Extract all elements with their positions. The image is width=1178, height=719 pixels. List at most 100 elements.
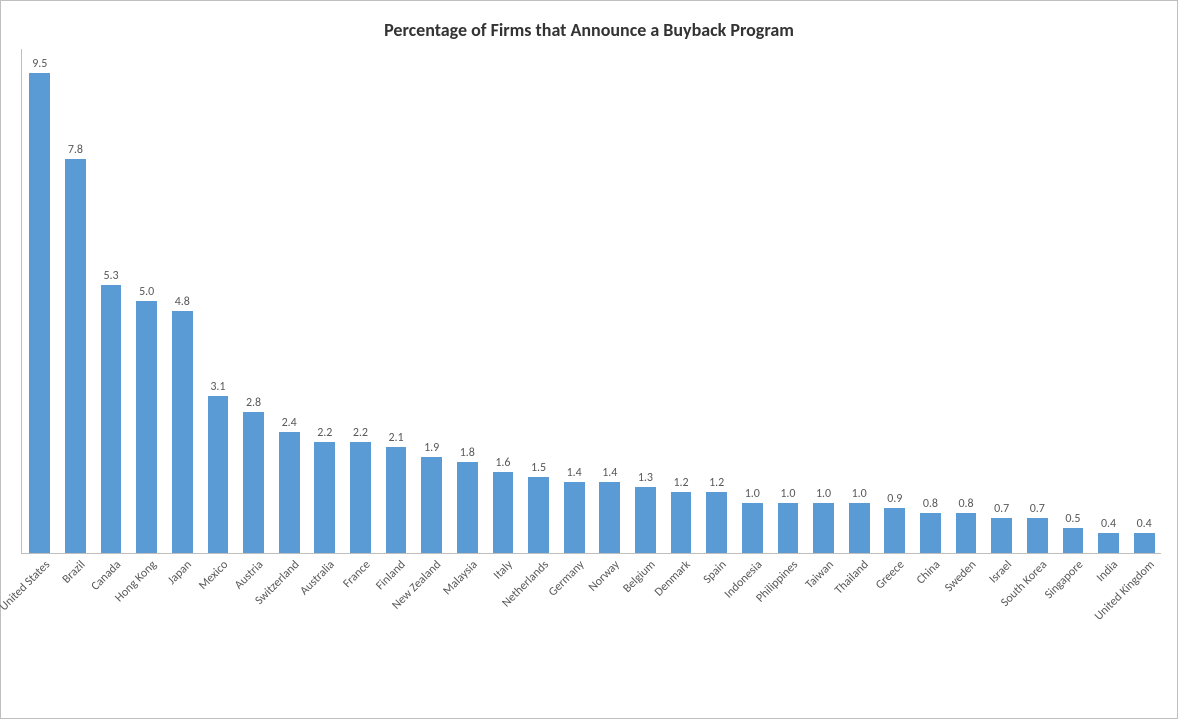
x-axis-label: Sweden (942, 558, 979, 595)
bar-value-label: 1.4 (602, 467, 617, 479)
bar-value-label: 2.2 (317, 427, 332, 439)
bar: 1.6 (493, 457, 514, 553)
bar: 2.1 (386, 432, 407, 553)
bar-rect (386, 447, 407, 553)
bar-rect (813, 503, 834, 554)
x-axis: United StatesBrazilCanadaHong KongJapanM… (21, 554, 1161, 684)
bar-value-label: 2.1 (388, 432, 403, 444)
bar-value-label: 1.5 (531, 462, 546, 474)
x-axis-label: Brazil (60, 558, 89, 587)
bar-value-label: 2.2 (353, 427, 368, 439)
bar-value-label: 5.3 (103, 270, 118, 282)
bar-value-label: 1.2 (673, 477, 688, 489)
bar-value-label: 1.3 (638, 472, 653, 484)
bar-rect (635, 487, 656, 553)
bar-rect (314, 442, 335, 553)
plot-area: 9.5 7.8 5.3 5.0 4.8 3.1 2.8 2.4 2.2 2.2 2.1 1.9 1.8 1… (21, 49, 1161, 554)
bar-rect (599, 482, 620, 553)
bar: 1.2 (706, 477, 727, 553)
bar-rect (742, 503, 763, 554)
x-axis-label: Japan (166, 558, 196, 588)
bar: 0.4 (1098, 518, 1119, 553)
bar: 0.5 (1063, 513, 1084, 553)
bar: 1.3 (635, 472, 656, 553)
bar-value-label: 1.4 (567, 467, 582, 479)
bar: 0.4 (1134, 518, 1155, 553)
bar-value-label: 1.0 (852, 488, 867, 500)
bar-value-label: 0.7 (1030, 503, 1045, 515)
bar-rect (778, 503, 799, 554)
x-axis-label: Thailand (833, 558, 872, 597)
bar-rect (706, 492, 727, 553)
bar: 7.8 (65, 144, 86, 553)
bar-rect (208, 396, 229, 553)
bar-rect (457, 462, 478, 553)
bar: 4.8 (172, 296, 193, 553)
x-axis-label: Spain (701, 558, 730, 587)
bar-rect (29, 73, 50, 553)
bar-rect (1063, 528, 1084, 553)
bar-value-label: 2.4 (282, 417, 297, 429)
bar: 1.9 (421, 442, 442, 553)
bar-rect (671, 492, 692, 553)
bar-rect (65, 159, 86, 553)
x-axis-label: Australia (298, 558, 338, 598)
chart-container: Percentage of Firms that Announce a Buyb… (0, 0, 1178, 719)
bar-value-label: 0.9 (887, 493, 902, 505)
bar-value-label: 9.5 (32, 58, 47, 70)
bar: 1.4 (564, 467, 585, 553)
bar: 2.4 (279, 417, 300, 553)
bar-value-label: 0.5 (1065, 513, 1080, 525)
bar-rect (421, 457, 442, 553)
bar: 0.7 (1027, 503, 1048, 553)
bar-value-label: 0.4 (1137, 518, 1152, 530)
bar: 0.7 (991, 503, 1012, 553)
bar-rect (243, 412, 264, 553)
bar-value-label: 1.6 (495, 457, 510, 469)
x-axis-label: China (914, 558, 943, 587)
bar-rect (1134, 533, 1155, 553)
bar-value-label: 0.7 (994, 503, 1009, 515)
bar: 0.9 (884, 493, 905, 553)
bar-value-label: 1.2 (709, 477, 724, 489)
x-axis-label: Austria (232, 558, 266, 592)
bar: 1.0 (778, 488, 799, 554)
bar: 1.0 (849, 488, 870, 554)
bar-rect (493, 472, 514, 553)
bar-value-label: 1.0 (780, 488, 795, 500)
bar: 9.5 (29, 58, 50, 553)
bar-rect (350, 442, 371, 553)
bar-rect (136, 301, 157, 554)
bar: 1.0 (813, 488, 834, 554)
bar-value-label: 7.8 (68, 144, 83, 156)
bar: 5.3 (101, 270, 122, 553)
bar: 2.2 (350, 427, 371, 553)
bar-value-label: 0.4 (1101, 518, 1116, 530)
plot-wrap: 9.5 7.8 5.3 5.0 4.8 3.1 2.8 2.4 2.2 2.2 2.1 1.9 1.8 1… (21, 49, 1161, 684)
x-axis-label: Mexico (196, 558, 231, 593)
bar-rect (528, 477, 549, 553)
bar-rect (1098, 533, 1119, 553)
bar: 3.1 (208, 381, 229, 553)
bar-rect (920, 513, 941, 553)
bar-rect (172, 311, 193, 553)
bar-rect (884, 508, 905, 553)
bar-value-label: 0.8 (923, 498, 938, 510)
bar-value-label: 0.8 (958, 498, 973, 510)
bar-value-label: 1.0 (745, 488, 760, 500)
x-axis-label: Malaysia (440, 558, 480, 598)
chart-title: Percentage of Firms that Announce a Buyb… (13, 19, 1165, 41)
x-axis-label: France (340, 558, 373, 591)
bar-value-label: 2.8 (246, 397, 261, 409)
bar: 5.0 (136, 286, 157, 554)
bar-rect (279, 432, 300, 553)
x-axis-label: India (1094, 558, 1121, 585)
bar: 2.2 (314, 427, 335, 553)
x-axis-label: Greece (873, 558, 907, 592)
x-axis-label: United States (0, 558, 53, 614)
x-axis-label: Singapore (1042, 558, 1086, 602)
x-axis-label: Norway (586, 558, 623, 595)
bar-value-label: 1.8 (460, 447, 475, 459)
bar: 1.4 (599, 467, 620, 553)
x-axis-label: Germany (546, 558, 587, 599)
